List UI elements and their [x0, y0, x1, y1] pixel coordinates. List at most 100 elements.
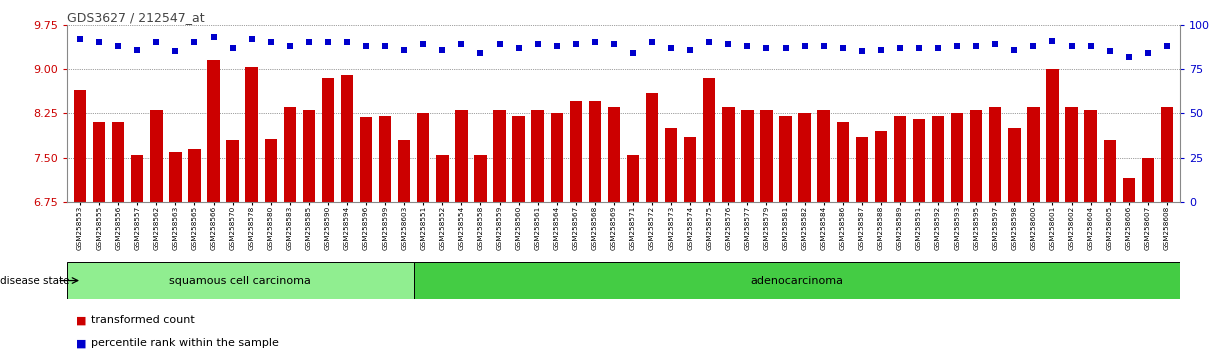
Bar — [608, 107, 620, 202]
Point — [795, 43, 814, 49]
Bar — [398, 140, 410, 202]
Text: squamous cell carcinoma: squamous cell carcinoma — [170, 275, 312, 286]
Point — [490, 41, 509, 47]
Bar — [74, 90, 86, 202]
Bar — [837, 122, 849, 202]
Point — [910, 45, 929, 51]
Bar — [414, 262, 1180, 299]
Point — [241, 36, 261, 42]
Bar — [417, 113, 429, 202]
Bar — [474, 155, 486, 202]
Point — [814, 43, 833, 49]
Text: disease state: disease state — [0, 275, 69, 286]
Point — [871, 47, 890, 52]
Text: GDS3627 / 212547_at: GDS3627 / 212547_at — [67, 11, 204, 24]
Point — [852, 48, 871, 54]
Text: ■: ■ — [76, 315, 87, 325]
Point — [718, 41, 738, 47]
Bar — [455, 110, 467, 202]
Bar — [1122, 178, 1135, 202]
Bar — [761, 110, 773, 202]
Point — [1043, 38, 1063, 44]
Point — [738, 43, 757, 49]
Bar — [67, 262, 414, 299]
Bar — [1161, 107, 1173, 202]
Point — [890, 45, 910, 51]
Bar — [970, 110, 983, 202]
Point — [1100, 48, 1120, 54]
Point — [414, 41, 433, 47]
Point — [1138, 50, 1157, 56]
Point — [90, 40, 109, 45]
Point — [451, 41, 471, 47]
Bar — [1084, 110, 1097, 202]
Bar — [1104, 140, 1116, 202]
Bar — [169, 152, 182, 202]
Bar — [684, 137, 696, 202]
Point — [1120, 54, 1139, 59]
Point — [357, 43, 376, 49]
Point — [1157, 43, 1177, 49]
Point — [947, 43, 967, 49]
Bar — [1027, 107, 1040, 202]
Bar — [741, 110, 753, 202]
Point — [585, 40, 604, 45]
Bar — [704, 78, 716, 202]
Bar — [570, 102, 582, 202]
Point — [757, 45, 776, 51]
Bar — [798, 113, 810, 202]
Point — [986, 41, 1006, 47]
Bar — [264, 139, 277, 202]
Bar — [875, 131, 887, 202]
Bar — [188, 149, 200, 202]
Bar — [588, 102, 602, 202]
Point — [1081, 43, 1100, 49]
Point — [127, 47, 147, 52]
Bar — [932, 116, 944, 202]
Bar — [494, 110, 506, 202]
Bar — [1047, 69, 1059, 202]
Bar — [341, 75, 353, 202]
Point — [223, 45, 243, 51]
Point — [318, 40, 337, 45]
Point — [261, 40, 280, 45]
Point — [661, 45, 680, 51]
Bar — [665, 128, 677, 202]
Bar — [1141, 158, 1154, 202]
Bar — [112, 122, 125, 202]
Point — [776, 45, 796, 51]
Bar — [512, 116, 525, 202]
Point — [433, 47, 452, 52]
Bar — [284, 107, 296, 202]
Bar — [131, 155, 143, 202]
Bar — [245, 67, 258, 202]
Bar — [989, 107, 1002, 202]
Bar — [913, 119, 926, 202]
Point — [1024, 43, 1043, 49]
Bar — [551, 113, 563, 202]
Point — [833, 45, 853, 51]
Bar — [818, 110, 830, 202]
Point — [166, 48, 186, 54]
Bar — [150, 110, 163, 202]
Text: transformed count: transformed count — [91, 315, 195, 325]
Point — [1004, 47, 1024, 52]
Point — [108, 43, 127, 49]
Bar — [780, 116, 792, 202]
Bar — [627, 155, 639, 202]
Point — [471, 50, 490, 56]
Bar — [531, 110, 543, 202]
Point — [566, 41, 586, 47]
Text: ■: ■ — [76, 338, 87, 348]
Point — [204, 34, 223, 40]
Point — [967, 43, 986, 49]
Point — [376, 43, 395, 49]
Bar — [645, 93, 659, 202]
Bar — [93, 122, 106, 202]
Point — [604, 41, 623, 47]
Bar — [360, 118, 372, 202]
Point — [337, 40, 357, 45]
Point — [1061, 43, 1081, 49]
Point — [147, 40, 166, 45]
Point — [623, 50, 643, 56]
